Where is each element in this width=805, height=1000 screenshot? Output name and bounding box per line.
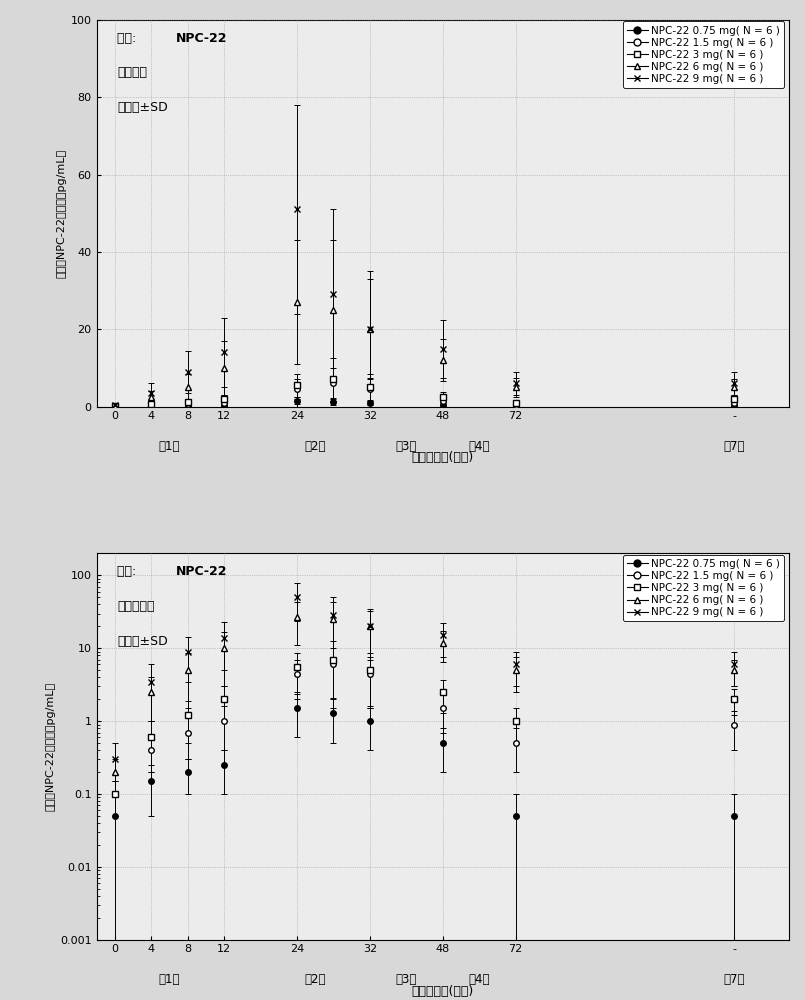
Text: 线性尺度: 线性尺度 <box>118 66 147 79</box>
Text: 时段:: 时段: <box>118 565 141 578</box>
Text: 第7天: 第7天 <box>724 440 745 453</box>
Text: 第4天: 第4天 <box>469 973 490 986</box>
Text: 第2天: 第2天 <box>304 440 326 453</box>
Y-axis label: 血浆中NPC-22的浓度（pg/mL）: 血浆中NPC-22的浓度（pg/mL） <box>56 149 67 278</box>
Text: 第1天: 第1天 <box>159 440 180 453</box>
X-axis label: 给药后时间(小时): 给药后时间(小时) <box>411 985 474 998</box>
Text: 平均值±SD: 平均值±SD <box>118 635 168 648</box>
Text: 第4天: 第4天 <box>469 440 490 453</box>
Text: 第3天: 第3天 <box>395 440 417 453</box>
Text: 第3天: 第3天 <box>395 973 417 986</box>
Text: 半对数尺度: 半对数尺度 <box>118 600 155 613</box>
Text: 第1天: 第1天 <box>159 973 180 986</box>
Text: 第7天: 第7天 <box>724 973 745 986</box>
Legend: NPC-22 0.75 mg( N = 6 ), NPC-22 1.5 mg( N = 6 ), NPC-22 3 mg( N = 6 ), NPC-22 6 : NPC-22 0.75 mg( N = 6 ), NPC-22 1.5 mg( … <box>622 555 784 621</box>
Y-axis label: 血浆中NPC-22的浓度（pg/mL）: 血浆中NPC-22的浓度（pg/mL） <box>46 682 56 811</box>
Text: 第2天: 第2天 <box>304 973 326 986</box>
Text: NPC-22: NPC-22 <box>176 32 228 45</box>
X-axis label: 给药后时间(小时): 给药后时间(小时) <box>411 451 474 464</box>
Text: 平均值±SD: 平均值±SD <box>118 101 168 114</box>
Text: 时段:: 时段: <box>118 32 141 45</box>
Text: NPC-22: NPC-22 <box>176 565 228 578</box>
Legend: NPC-22 0.75 mg( N = 6 ), NPC-22 1.5 mg( N = 6 ), NPC-22 3 mg( N = 6 ), NPC-22 6 : NPC-22 0.75 mg( N = 6 ), NPC-22 1.5 mg( … <box>622 21 784 88</box>
